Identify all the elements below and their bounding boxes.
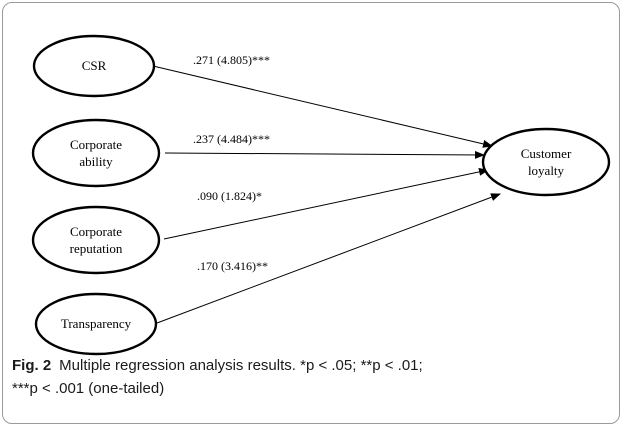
node-transparency-label: Transparency	[61, 316, 132, 331]
figure-label: Fig. 2	[12, 357, 52, 374]
node-loyalty-label-line2: loyalty	[528, 163, 565, 178]
node-ability-label-line2: ability	[79, 154, 113, 169]
arrow-transparency-to-loyalty	[156, 193, 501, 324]
node-corporate-ability: Corporate ability	[31, 118, 161, 188]
arrow-ability-to-loyalty	[164, 150, 485, 159]
caption-line-2: ***p < .001 (one-tailed)	[12, 377, 592, 400]
node-corporate-reputation: Corporate reputation	[31, 205, 161, 275]
node-csr-label: CSR	[82, 58, 107, 73]
arrow-reputation-to-loyalty	[163, 167, 489, 240]
caption-line-1: Fig. 2 Multiple regression analysis resul…	[12, 354, 592, 377]
node-transparency: Transparency	[34, 292, 158, 356]
edge-label-transparency: .170 (3.416)**	[197, 259, 268, 273]
node-reputation-label-line2: reputation	[70, 241, 123, 256]
node-ability-label-line1: Corporate	[70, 137, 122, 152]
caption-text-2: ***p < .001 (one-tailed)	[12, 380, 165, 397]
figure-caption: Fig. 2 Multiple regression analysis resul…	[12, 354, 592, 400]
node-customer-loyalty: Customer loyalty	[481, 127, 611, 197]
edge-label-csr: .271 (4.805)***	[193, 53, 270, 67]
edge-label-reputation: .090 (1.824)*	[197, 189, 262, 203]
node-csr: CSR	[32, 34, 156, 98]
node-loyalty-label-line1: Customer	[521, 146, 572, 161]
node-reputation-label-line1: Corporate	[70, 224, 122, 239]
caption-text-1: Multiple regression analysis results. *p…	[59, 357, 423, 374]
edge-label-ability: .237 (4.484)***	[193, 132, 270, 146]
arrow-csr-to-loyalty	[152, 65, 493, 148]
